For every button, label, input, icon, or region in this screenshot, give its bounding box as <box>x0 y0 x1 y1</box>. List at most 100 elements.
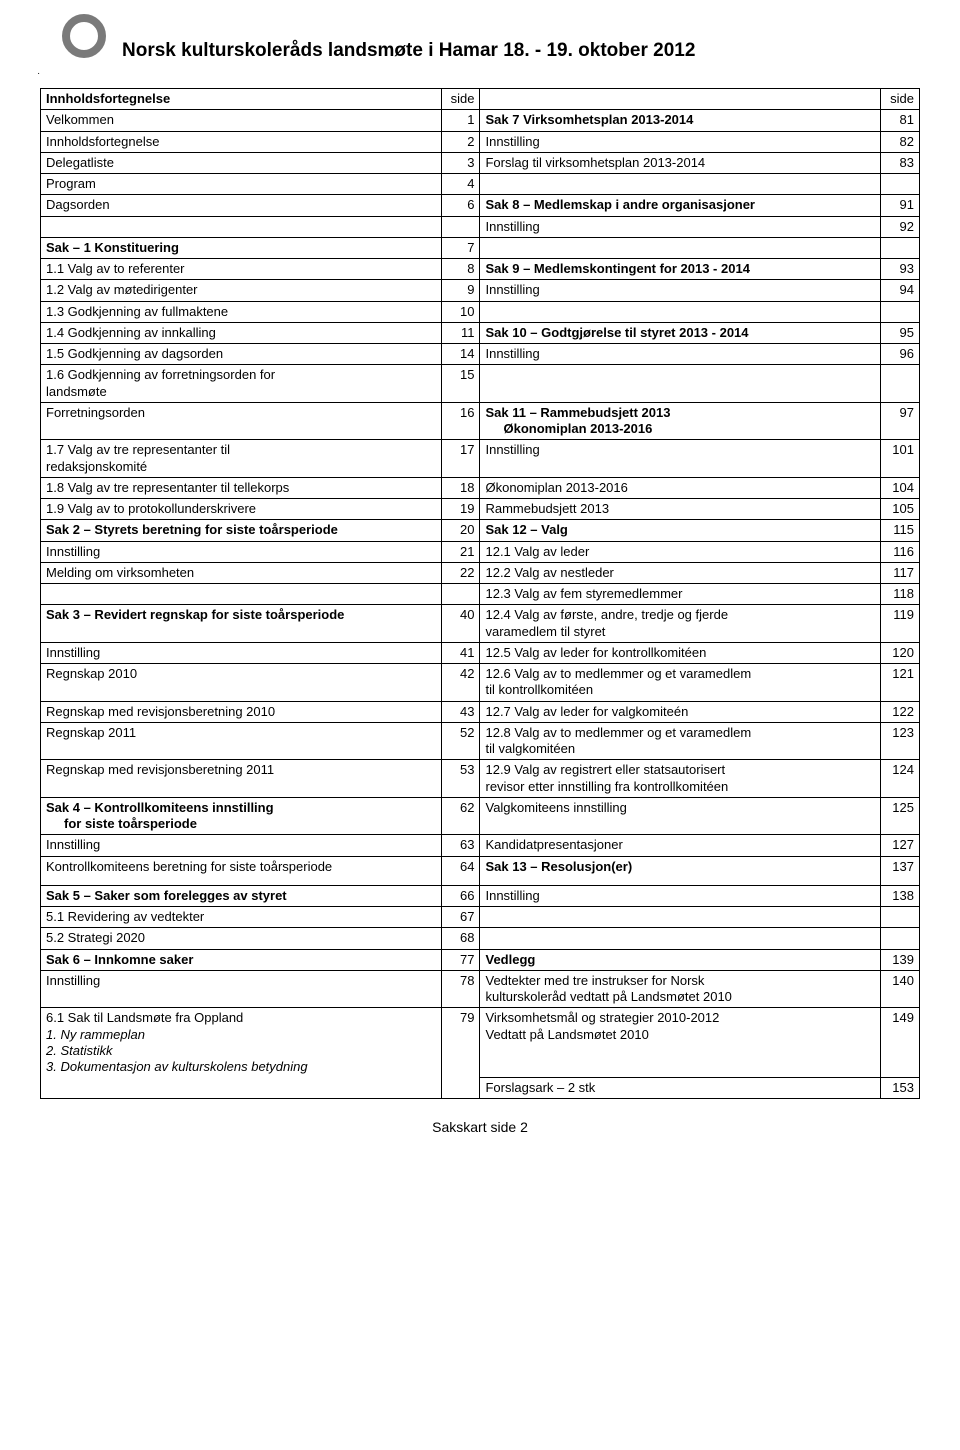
toc-left-page: 8 <box>441 259 480 280</box>
toc-left-text: Regnskap med revisjonsberetning 2010 <box>41 701 442 722</box>
toc-left-page <box>441 216 480 237</box>
toc-right-page: 96 <box>881 344 920 365</box>
toc-left-text: 1.7 Valg av tre representanter tilredaks… <box>41 440 442 478</box>
toc-right-page: 121 <box>881 664 920 702</box>
toc-left-page: 66 <box>441 885 480 906</box>
toc-right-text <box>480 237 881 258</box>
toc-left-page: 11 <box>441 322 480 343</box>
toc-left-text: Dagsorden <box>41 195 442 216</box>
toc-left-page: 42 <box>441 664 480 702</box>
toc-head-spacer <box>480 89 881 110</box>
toc-right-page: 153 <box>881 1077 920 1098</box>
toc-table: InnholdsfortegnelsesidesideVelkommen1Sak… <box>40 88 920 1099</box>
toc-right-text: 12.1 Valg av leder <box>480 541 881 562</box>
toc-left-page: 53 <box>441 760 480 798</box>
toc-right-text: 12.5 Valg av leder for kontrollkomitéen <box>480 642 881 663</box>
toc-left-text: Innholdsfortegnelse <box>41 131 442 152</box>
toc-right-page: 94 <box>881 280 920 301</box>
toc-right-text <box>480 174 881 195</box>
toc-left-text <box>41 1077 442 1098</box>
toc-right-page: 119 <box>881 605 920 643</box>
toc-right-text: Kandidatpresentasjoner <box>480 835 881 856</box>
toc-right-text <box>480 301 881 322</box>
toc-right-page <box>881 174 920 195</box>
toc-right-text: 12.7 Valg av leder for valgkomiteén <box>480 701 881 722</box>
toc-right-page: 125 <box>881 797 920 835</box>
toc-left-text: Sak 6 – Innkomne saker <box>41 949 442 970</box>
toc-left-text: Innstilling <box>41 835 442 856</box>
toc-left-text: 6.1 Sak til Landsmøte fra Oppland 1. Ny … <box>41 1008 442 1078</box>
toc-left-page: 19 <box>441 499 480 520</box>
toc-right-text: Sak 12 – Valg <box>480 520 881 541</box>
toc-left-page: 43 <box>441 701 480 722</box>
toc-left-text <box>41 584 442 605</box>
toc-right-page: 117 <box>881 562 920 583</box>
toc-left-text: Forretningsorden <box>41 402 442 440</box>
toc-right-text: Forslag til virksomhetsplan 2013-2014 <box>480 152 881 173</box>
toc-left-text: Regnskap 2011 <box>41 722 442 760</box>
toc-head-side-right: side <box>881 89 920 110</box>
toc-right-text: Sak 13 – Resolusjon(er) <box>480 856 881 885</box>
toc-right-page: 101 <box>881 440 920 478</box>
toc-left-text: 1.2 Valg av møtedirigenter <box>41 280 442 301</box>
toc-right-page: 138 <box>881 885 920 906</box>
toc-right-page: 124 <box>881 760 920 798</box>
toc-right-page: 97 <box>881 402 920 440</box>
toc-left-page: 1 <box>441 110 480 131</box>
toc-head-left: Innholdsfortegnelse <box>41 89 442 110</box>
toc-left-page: 40 <box>441 605 480 643</box>
toc-left-page: 62 <box>441 797 480 835</box>
toc-left-page: 6 <box>441 195 480 216</box>
toc-left-text: Delegatliste <box>41 152 442 173</box>
toc-right-page: 123 <box>881 722 920 760</box>
toc-right-text: 12.8 Valg av to medlemmer og et varamedl… <box>480 722 881 760</box>
toc-left-text: Regnskap 2010 <box>41 664 442 702</box>
toc-left-page: 79 <box>441 1008 480 1078</box>
toc-right-page: 92 <box>881 216 920 237</box>
toc-right-text: Innstilling <box>480 216 881 237</box>
toc-right-text: Rammebudsjett 2013 <box>480 499 881 520</box>
toc-right-text: Sak 9 – Medlemskontingent for 2013 - 201… <box>480 259 881 280</box>
toc-right-page <box>881 301 920 322</box>
toc-left-page: 9 <box>441 280 480 301</box>
toc-left-page: 21 <box>441 541 480 562</box>
toc-left-page: 10 <box>441 301 480 322</box>
toc-right-page: 104 <box>881 477 920 498</box>
toc-left-text: Innstilling <box>41 541 442 562</box>
toc-left-page: 64 <box>441 856 480 885</box>
toc-left-text: Sak 5 – Saker som forelegges av styret <box>41 885 442 906</box>
toc-right-text: 12.9 Valg av registrert eller statsautor… <box>480 760 881 798</box>
toc-left-page: 16 <box>441 402 480 440</box>
toc-left-text: Innstilling <box>41 970 442 1008</box>
toc-right-text: Innstilling <box>480 440 881 478</box>
toc-left-page: 68 <box>441 928 480 949</box>
toc-right-page: 81 <box>881 110 920 131</box>
toc-left-text: Velkommen <box>41 110 442 131</box>
toc-left-text: Melding om virksomheten <box>41 562 442 583</box>
toc-right-text: Sak 7 Virksomhetsplan 2013-2014 <box>480 110 881 131</box>
toc-right-text: Virksomhetsmål og strategier 2010-2012Ve… <box>480 1008 881 1078</box>
toc-right-text: Innstilling <box>480 131 881 152</box>
toc-right-page: 122 <box>881 701 920 722</box>
toc-right-page: 116 <box>881 541 920 562</box>
toc-left-text: Sak 3 – Revidert regnskap for siste toår… <box>41 605 442 643</box>
toc-left-page: 14 <box>441 344 480 365</box>
toc-left-page: 52 <box>441 722 480 760</box>
toc-right-text: 12.6 Valg av to medlemmer og et varamedl… <box>480 664 881 702</box>
toc-left-page: 18 <box>441 477 480 498</box>
toc-right-page: 127 <box>881 835 920 856</box>
toc-right-page: 139 <box>881 949 920 970</box>
toc-right-text: 12.4 Valg av første, andre, tredje og fj… <box>480 605 881 643</box>
toc-left-text: Regnskap med revisjonsberetning 2011 <box>41 760 442 798</box>
toc-left-page: 7 <box>441 237 480 258</box>
toc-right-text <box>480 928 881 949</box>
toc-left-text: Sak 4 – Kontrollkomiteens innstillingfor… <box>41 797 442 835</box>
toc-left-text: 1.3 Godkjenning av fullmaktene <box>41 301 442 322</box>
toc-left-text: 1.6 Godkjenning av forretningsorden forl… <box>41 365 442 403</box>
toc-left-text: 1.8 Valg av tre representanter til telle… <box>41 477 442 498</box>
page-title: Norsk kulturskoleråds landsmøte i Hamar … <box>122 40 695 63</box>
toc-left-page: 78 <box>441 970 480 1008</box>
footer-text: Sakskart side 2 <box>40 1119 920 1135</box>
toc-left-page <box>441 584 480 605</box>
toc-head-side-left: side <box>441 89 480 110</box>
